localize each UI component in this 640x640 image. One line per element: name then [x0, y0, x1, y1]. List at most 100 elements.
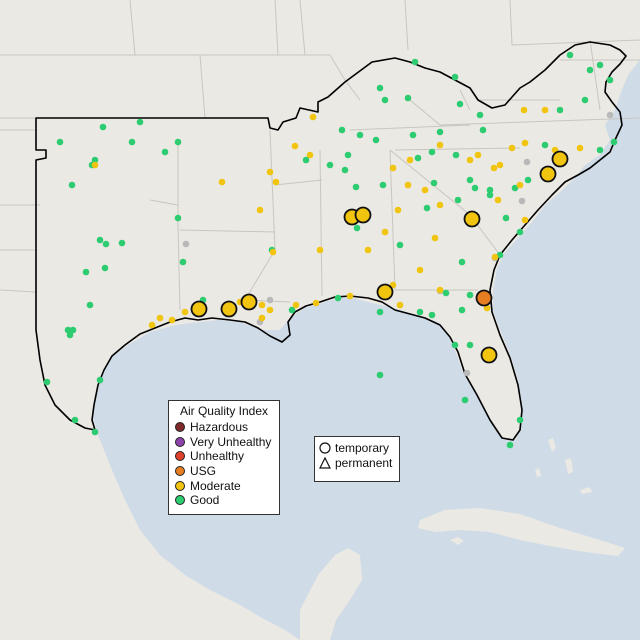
- monitor-good[interactable]: [471, 184, 479, 192]
- monitor-good[interactable]: [409, 131, 417, 139]
- monitor-good[interactable]: [379, 181, 387, 189]
- monitor-moderate[interactable]: [364, 246, 372, 254]
- monitor-gray[interactable]: [523, 158, 531, 166]
- monitor-good[interactable]: [102, 240, 110, 248]
- monitor-good[interactable]: [586, 66, 594, 74]
- monitor-good[interactable]: [338, 126, 346, 134]
- monitor-good[interactable]: [458, 306, 466, 314]
- monitor-good[interactable]: [452, 151, 460, 159]
- monitor-good[interactable]: [376, 308, 384, 316]
- monitor-good[interactable]: [66, 331, 74, 339]
- monitor-gray[interactable]: [463, 369, 471, 377]
- monitor-moderate[interactable]: [521, 139, 529, 147]
- monitor-moderate[interactable]: [148, 321, 156, 329]
- monitor-good[interactable]: [516, 416, 524, 424]
- monitor-good[interactable]: [541, 141, 549, 149]
- monitor-moderate[interactable]: [466, 156, 474, 164]
- monitor-good[interactable]: [456, 100, 464, 108]
- monitor-gray[interactable]: [518, 197, 526, 205]
- monitor-good[interactable]: [344, 151, 352, 159]
- monitor-moderate[interactable]: [394, 206, 402, 214]
- monitor-good[interactable]: [524, 176, 532, 184]
- monitor-good[interactable]: [341, 166, 349, 174]
- monitor-moderate-temporary[interactable]: [551, 150, 569, 168]
- monitor-moderate[interactable]: [508, 144, 516, 152]
- monitor-moderate-temporary[interactable]: [220, 300, 238, 318]
- monitor-good[interactable]: [606, 76, 614, 84]
- monitor-moderate[interactable]: [91, 161, 99, 169]
- monitor-good[interactable]: [476, 111, 484, 119]
- monitor-good[interactable]: [454, 196, 462, 204]
- monitor-good[interactable]: [288, 306, 296, 314]
- monitor-good[interactable]: [68, 181, 76, 189]
- monitor-good[interactable]: [466, 176, 474, 184]
- monitor-moderate[interactable]: [491, 253, 499, 261]
- monitor-good[interactable]: [436, 128, 444, 136]
- monitor-good[interactable]: [86, 301, 94, 309]
- monitor-good[interactable]: [71, 416, 79, 424]
- monitor-moderate[interactable]: [266, 168, 274, 176]
- monitor-moderate[interactable]: [168, 316, 176, 324]
- monitor-moderate[interactable]: [474, 151, 482, 159]
- monitor-good[interactable]: [101, 264, 109, 272]
- monitor-good[interactable]: [496, 251, 504, 259]
- monitor-good[interactable]: [352, 183, 360, 191]
- monitor-moderate-temporary[interactable]: [480, 346, 498, 364]
- monitor-good[interactable]: [326, 161, 334, 169]
- monitor-good[interactable]: [411, 58, 419, 66]
- monitor-moderate[interactable]: [516, 181, 524, 189]
- monitor-moderate[interactable]: [404, 181, 412, 189]
- monitor-gray[interactable]: [266, 296, 274, 304]
- monitor-good[interactable]: [416, 308, 424, 316]
- monitor-moderate-temporary[interactable]: [539, 165, 557, 183]
- monitor-good[interactable]: [466, 341, 474, 349]
- monitor-moderate[interactable]: [541, 106, 549, 114]
- monitor-good[interactable]: [502, 214, 510, 222]
- monitor-moderate[interactable]: [483, 304, 491, 312]
- monitor-good[interactable]: [174, 138, 182, 146]
- monitor-moderate[interactable]: [258, 301, 266, 309]
- monitor-moderate[interactable]: [431, 234, 439, 242]
- monitor-good[interactable]: [161, 148, 169, 156]
- monitor-gray[interactable]: [182, 240, 190, 248]
- monitor-usg-temporary[interactable]: [475, 289, 493, 307]
- monitor-moderate[interactable]: [256, 206, 264, 214]
- monitor-good[interactable]: [423, 204, 431, 212]
- monitor-good[interactable]: [376, 84, 384, 92]
- monitor-good[interactable]: [376, 371, 384, 379]
- monitor-good[interactable]: [466, 291, 474, 299]
- monitor-good[interactable]: [486, 191, 494, 199]
- monitor-good[interactable]: [353, 224, 361, 232]
- monitor-good[interactable]: [596, 146, 604, 154]
- monitor-good[interactable]: [302, 156, 310, 164]
- monitor-moderate[interactable]: [436, 141, 444, 149]
- monitor-good[interactable]: [430, 179, 438, 187]
- monitor-moderate[interactable]: [494, 196, 502, 204]
- monitor-good[interactable]: [556, 106, 564, 114]
- monitor-good[interactable]: [136, 118, 144, 126]
- monitor-moderate[interactable]: [218, 178, 226, 186]
- monitor-moderate-temporary[interactable]: [190, 300, 208, 318]
- monitor-good[interactable]: [91, 156, 99, 164]
- monitor-moderate-temporary[interactable]: [240, 293, 258, 311]
- monitor-good[interactable]: [356, 131, 364, 139]
- monitor-moderate-temporary[interactable]: [376, 283, 394, 301]
- monitor-good[interactable]: [381, 96, 389, 104]
- monitor-good[interactable]: [610, 138, 618, 146]
- monitor-moderate[interactable]: [406, 156, 414, 164]
- monitor-good[interactable]: [479, 126, 487, 134]
- monitor-good[interactable]: [99, 123, 107, 131]
- monitor-moderate[interactable]: [381, 228, 389, 236]
- monitor-good[interactable]: [451, 73, 459, 81]
- monitor-moderate-temporary[interactable]: [354, 206, 372, 224]
- monitor-good[interactable]: [566, 51, 574, 59]
- monitor-moderate[interactable]: [309, 113, 317, 121]
- monitor-moderate[interactable]: [306, 151, 314, 159]
- monitor-moderate[interactable]: [312, 299, 320, 307]
- monitor-moderate[interactable]: [292, 301, 300, 309]
- monitor-moderate[interactable]: [291, 142, 299, 150]
- monitor-good[interactable]: [404, 94, 412, 102]
- monitor-moderate[interactable]: [346, 292, 354, 300]
- monitor-good[interactable]: [396, 241, 404, 249]
- monitor-good[interactable]: [486, 186, 494, 194]
